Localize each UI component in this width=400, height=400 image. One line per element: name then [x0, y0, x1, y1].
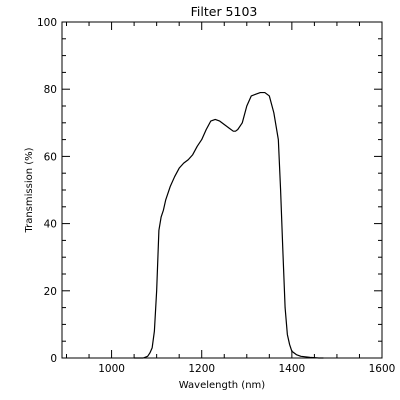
- tick-labels: 1000 1200 1400 1600 0 20 40 60 80 100: [37, 17, 395, 375]
- x-tick-label: 1200: [188, 363, 215, 375]
- axis-ticks: [62, 21, 383, 359]
- chart-title: Filter 5103: [191, 4, 258, 19]
- x-tick-label: 1400: [278, 363, 305, 375]
- y-tick-label: 0: [50, 353, 57, 365]
- y-tick-label: 20: [44, 286, 57, 298]
- transmission-curve: [134, 91, 324, 359]
- y-axis-label: Transmission (%): [24, 147, 35, 233]
- x-tick-label: 1000: [98, 363, 125, 375]
- y-tick-label: 80: [44, 84, 57, 96]
- y-tick-label: 40: [44, 219, 57, 231]
- x-axis-label: Wavelength (nm): [179, 380, 265, 391]
- y-tick-label: 60: [44, 151, 57, 163]
- x-tick-label: 1600: [369, 363, 396, 375]
- y-tick-label: 100: [37, 17, 57, 29]
- plot-frame: [61, 21, 383, 359]
